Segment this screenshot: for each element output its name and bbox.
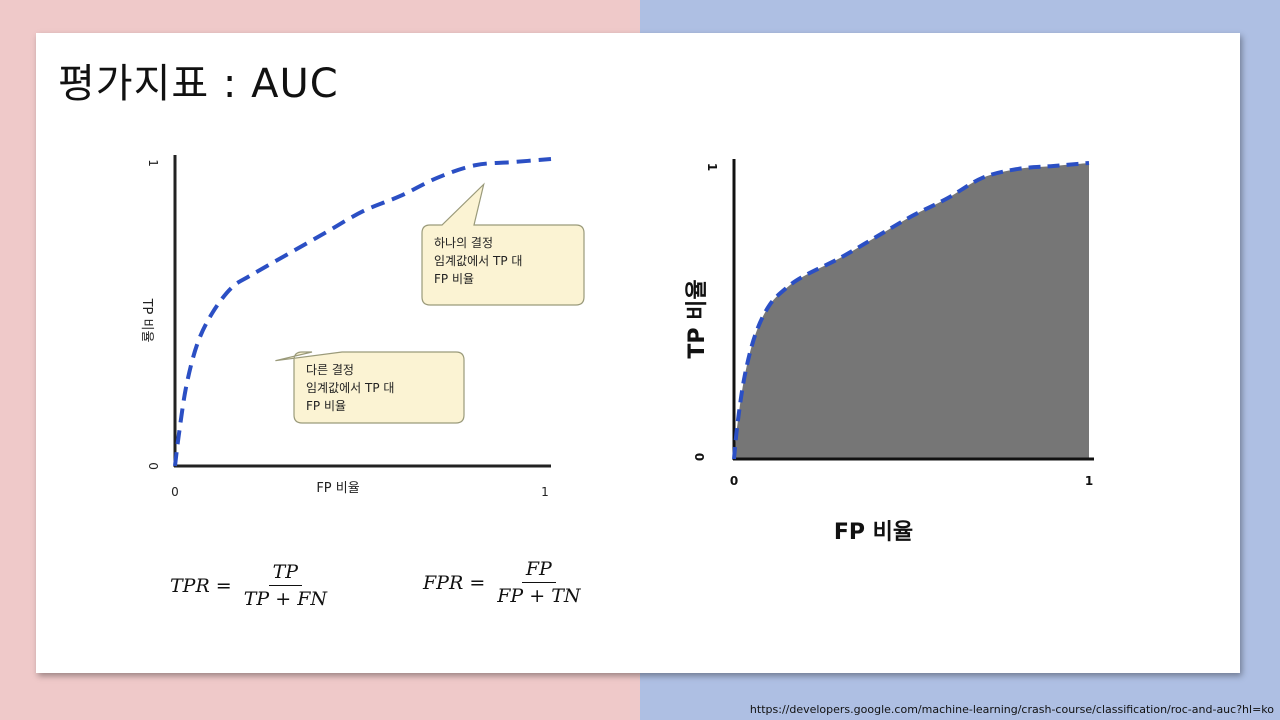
x-axis-label: FP 비율 — [834, 520, 913, 545]
fpr-denominator: FP + TN — [497, 585, 581, 607]
tpr-formula-lhs: TPR = — [170, 574, 232, 597]
x-tick-label: 1 — [541, 485, 549, 499]
x-tick-label: 1 — [1085, 474, 1093, 488]
y-tick-label: 0 — [693, 453, 707, 461]
x-axis-label: FP 비율 — [316, 481, 359, 496]
tpr-fraction: TP TP + FN — [240, 561, 331, 610]
y-axis-label: TP 비율 — [685, 279, 710, 358]
y-axis-label: TP 비율 — [139, 298, 154, 343]
callout-text-line: 임계값에서 TP 대 — [306, 381, 394, 395]
x-tick-label: 0 — [171, 485, 179, 499]
fpr-numerator: FP — [521, 558, 556, 583]
callout-text-line: 다른 결정 — [306, 363, 354, 377]
y-tick-label: 1 — [705, 163, 719, 171]
callout-shape — [421, 182, 585, 306]
slide-title: 평가지표 : AUC — [58, 61, 339, 107]
auc-area-chart: 0 1 0 1 FP 비율 TP 비율 — [685, 159, 1094, 545]
callout-shape — [275, 351, 465, 424]
tpr-numerator: TP — [268, 561, 303, 586]
y-tick-label: 1 — [146, 159, 160, 167]
fpr-formula-lhs: FPR = — [423, 571, 486, 594]
roc-series-line — [173, 157, 552, 467]
auc-area — [734, 163, 1089, 459]
tpr-denominator: TP + FN — [243, 588, 327, 610]
fpr-fraction: FP FP + TN — [493, 558, 584, 607]
callout-text-line: 임계값에서 TP 대 — [434, 254, 522, 268]
fpr-formula: FPR = FP FP + TN — [423, 558, 585, 607]
auc-series-line — [732, 161, 1090, 460]
tpr-formula: TPR = TP TP + FN — [170, 561, 331, 610]
callout-text-line: 하나의 결정 — [434, 236, 493, 250]
y-tick-label: 0 — [146, 462, 160, 470]
source-url: https://developers.google.com/machine-le… — [749, 703, 1274, 716]
callout-text-line: FP 비율 — [434, 272, 474, 286]
callout-text-line: FP 비율 — [306, 399, 346, 413]
x-tick-label: 0 — [730, 474, 738, 488]
